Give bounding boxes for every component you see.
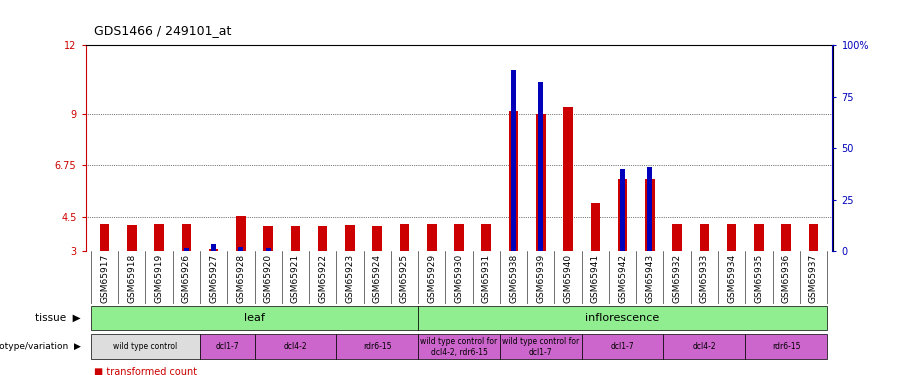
- Bar: [620, 169, 625, 251]
- Text: dcl4-2: dcl4-2: [284, 342, 307, 351]
- Bar: [727, 224, 736, 251]
- Text: genotype/variation  ▶: genotype/variation ▶: [0, 342, 81, 351]
- Text: tissue  ▶: tissue ▶: [35, 313, 81, 323]
- Text: GSM65937: GSM65937: [809, 254, 818, 303]
- Text: GSM65943: GSM65943: [645, 254, 654, 303]
- Text: GSM65942: GSM65942: [618, 254, 627, 303]
- Text: GSM65930: GSM65930: [454, 254, 464, 303]
- Bar: [745, 334, 827, 360]
- Bar: [754, 224, 764, 251]
- Text: wild type control for
dcl1-7: wild type control for dcl1-7: [502, 337, 580, 357]
- Bar: [266, 248, 271, 251]
- Text: wild type control for
dcl4-2, rdr6-15: wild type control for dcl4-2, rdr6-15: [420, 337, 498, 357]
- Bar: [91, 334, 200, 360]
- Bar: [418, 306, 827, 330]
- Bar: [645, 179, 654, 251]
- Bar: [536, 114, 545, 251]
- Bar: [617, 179, 627, 251]
- Bar: [427, 224, 436, 251]
- Bar: [346, 225, 355, 251]
- Text: GSM65935: GSM65935: [754, 254, 763, 303]
- Text: dcl1-7: dcl1-7: [611, 342, 634, 351]
- Text: ■ transformed count: ■ transformed count: [94, 368, 198, 375]
- Text: GSM65920: GSM65920: [264, 254, 273, 303]
- Bar: [264, 226, 273, 251]
- Text: GSM65921: GSM65921: [291, 254, 300, 303]
- Text: inflorescence: inflorescence: [586, 313, 660, 323]
- Text: rdr6-15: rdr6-15: [363, 342, 392, 351]
- Text: GSM65938: GSM65938: [509, 254, 518, 303]
- Bar: [418, 334, 500, 360]
- Bar: [373, 226, 382, 251]
- Text: GSM65926: GSM65926: [182, 254, 191, 303]
- Text: wild type control: wild type control: [113, 342, 177, 351]
- Bar: [590, 203, 600, 251]
- Text: GSM65939: GSM65939: [536, 254, 545, 303]
- Text: dcl1-7: dcl1-7: [215, 342, 239, 351]
- Bar: [672, 224, 682, 251]
- Bar: [563, 107, 572, 251]
- Text: GSM65932: GSM65932: [672, 254, 681, 303]
- Text: GSM65929: GSM65929: [428, 254, 436, 303]
- Text: GDS1466 / 249101_at: GDS1466 / 249101_at: [94, 24, 232, 38]
- Bar: [91, 306, 418, 330]
- Bar: [154, 224, 164, 251]
- Text: GSM65918: GSM65918: [127, 254, 136, 303]
- Bar: [238, 247, 243, 251]
- Text: GSM65917: GSM65917: [100, 254, 109, 303]
- Bar: [500, 334, 581, 360]
- Text: GSM65924: GSM65924: [373, 254, 382, 303]
- Text: GSM65928: GSM65928: [237, 254, 246, 303]
- Bar: [209, 249, 219, 251]
- Text: GSM65925: GSM65925: [400, 254, 409, 303]
- Bar: [200, 334, 255, 360]
- Bar: [538, 82, 544, 251]
- Text: GSM65940: GSM65940: [563, 254, 572, 303]
- Bar: [127, 225, 137, 251]
- Bar: [699, 224, 709, 251]
- Text: GSM65933: GSM65933: [700, 254, 709, 303]
- Bar: [255, 334, 337, 360]
- Text: GSM65941: GSM65941: [590, 254, 599, 303]
- Bar: [663, 334, 745, 360]
- Bar: [318, 226, 328, 251]
- Text: GSM65923: GSM65923: [346, 254, 355, 303]
- Text: GSM65931: GSM65931: [482, 254, 490, 303]
- Bar: [236, 216, 246, 251]
- Bar: [291, 226, 301, 251]
- Bar: [647, 166, 652, 251]
- Text: leaf: leaf: [244, 313, 265, 323]
- Bar: [184, 248, 189, 251]
- Text: dcl4-2: dcl4-2: [693, 342, 716, 351]
- Text: rdr6-15: rdr6-15: [772, 342, 800, 351]
- Text: GSM65922: GSM65922: [319, 254, 328, 303]
- Bar: [581, 334, 663, 360]
- Bar: [400, 224, 410, 251]
- Bar: [212, 244, 216, 251]
- Bar: [182, 224, 191, 251]
- Bar: [100, 224, 110, 251]
- Bar: [337, 334, 419, 360]
- Text: GSM65936: GSM65936: [782, 254, 791, 303]
- Text: GSM65919: GSM65919: [155, 254, 164, 303]
- Bar: [482, 224, 491, 251]
- Bar: [781, 224, 791, 251]
- Text: GSM65927: GSM65927: [209, 254, 218, 303]
- Bar: [508, 111, 518, 251]
- Bar: [511, 70, 516, 251]
- Text: GSM65934: GSM65934: [727, 254, 736, 303]
- Bar: [454, 224, 464, 251]
- Bar: [808, 224, 818, 251]
